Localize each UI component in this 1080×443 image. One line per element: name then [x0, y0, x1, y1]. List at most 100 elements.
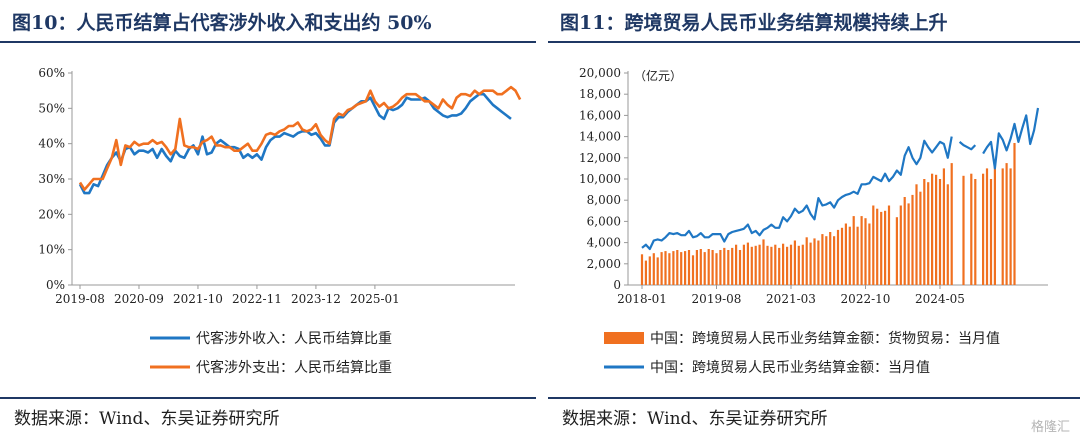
left-chart-title: 图10：人民币结算占代客涉外收入和支出约 50%: [12, 12, 432, 34]
goods-trade-bar: [774, 244, 777, 285]
goods-trade-bar: [993, 163, 996, 285]
goods-trade-bar: [852, 216, 855, 285]
right-x-tick-label: 2021-03: [766, 292, 816, 306]
goods-trade-bar: [707, 249, 710, 285]
goods-trade-bar: [836, 229, 840, 285]
left-y-tick-label: 50%: [38, 101, 65, 115]
left-line-chart: 0% 10% 20% 30% 40% 50% 60% 2019-08 2020-09 2021-1…: [38, 66, 522, 376]
goods-trade-bar: [868, 223, 871, 285]
goods-trade-bar: [927, 182, 930, 285]
left-y-tick-label: 60%: [38, 66, 65, 80]
goods-trade-bar: [942, 168, 945, 285]
right-y-tick-label: 10,000: [579, 172, 621, 186]
left-y-tick-label: 30%: [38, 172, 65, 186]
goods-trade-bar: [872, 205, 875, 285]
goods-trade-bar: [887, 205, 891, 285]
goods-trade-bar: [938, 179, 942, 285]
left-top-rule: [0, 41, 536, 43]
right-data-source: 数据来源：Wind、东吴证券研究所: [562, 409, 828, 429]
left-y-tick-label: 20%: [38, 207, 65, 221]
goods-trade-bar: [907, 203, 910, 285]
right-y-tick-label: 12,000: [579, 151, 621, 165]
goods-trade-bar: [731, 247, 734, 285]
goods-trade-bar: [829, 232, 832, 285]
goods-trade-bar: [950, 163, 953, 285]
goods-trade-bar: [825, 236, 828, 285]
right-y-tick-label: 8,000: [587, 193, 621, 207]
goods-trade-bar: [738, 250, 742, 285]
goods-trade-bar: [758, 244, 761, 285]
goods-trade-bar: [672, 251, 675, 285]
left-x-tick-label: 2021-10: [173, 292, 223, 306]
goods-trade-bar: [770, 246, 773, 285]
right-y-tick-label: 4,000: [587, 236, 621, 250]
goods-trade-bar: [766, 245, 769, 285]
goods-trade-bar: [695, 250, 698, 285]
goods-trade-bar: [935, 174, 938, 285]
goods-trade-bar: [809, 242, 812, 285]
goods-trade-bar: [844, 223, 847, 285]
goods-trade-bar: [899, 205, 902, 285]
right-bar-line-chart: （亿元） 0 2,000 4,000 6,000 8,000 10,000 12,000 14,…: [579, 66, 1048, 376]
right-chart-title: 图11：跨境贸易人民币业务结算规模持续上升: [560, 12, 948, 34]
goods-trade-bar: [680, 252, 683, 285]
goods-trade-bar: [1005, 163, 1008, 285]
right-y-tick-label: 6,000: [587, 214, 621, 228]
goods-trade-bar: [903, 197, 906, 285]
right-bottom-rule: [548, 397, 1080, 399]
goods-trade-bar: [735, 244, 738, 285]
goods-trade-bar: [876, 208, 879, 285]
goods-trade-bar: [801, 244, 804, 285]
left-y-tick-label: 10%: [38, 243, 65, 257]
goods-trade-bar: [946, 184, 949, 285]
left-data-source: 数据来源：Wind、东吴证券研究所: [14, 409, 280, 429]
legend-label: 中国：跨境贸易人民币业务结算金额：当月值: [650, 360, 930, 376]
goods-trade-bar: [793, 240, 796, 285]
goods-trade-bar: [727, 250, 730, 285]
goods-trade-bar: [1009, 168, 1012, 285]
goods-trade-bar: [719, 250, 722, 285]
goods-trade-bar: [656, 257, 659, 285]
goods-trade-bar: [989, 179, 993, 285]
goods-trade-bar: [931, 173, 934, 285]
goods-trade-bar: [985, 168, 989, 285]
right-top-rule: [548, 41, 1080, 43]
left-y-tick-label: 40%: [38, 137, 65, 151]
right-x-tick-label: 2019-08: [692, 292, 742, 306]
goods-trade-bar: [664, 251, 667, 285]
goods-trade-bar: [668, 253, 671, 285]
goods-trade-bar: [813, 238, 816, 285]
right-x-tick-label: 2022-10: [841, 292, 891, 306]
goods-trade-bar: [786, 246, 789, 285]
left-x-tick-label: 2023-12: [291, 292, 341, 306]
goods-trade-bar: [742, 244, 745, 285]
goods-trade-bar: [711, 250, 714, 285]
goods-trade-bar: [895, 217, 898, 285]
legend-label: 代客涉外支出：人民币结算比重: [196, 359, 392, 376]
left-x-tick-label: 2025-01: [350, 292, 400, 306]
total-settlement-line: [641, 107, 1040, 251]
left-y-tick-label: 0%: [46, 278, 65, 292]
right-y-tick-label: 2,000: [587, 257, 621, 271]
goods-trade-bar: [644, 260, 647, 285]
goods-trade-bar: [962, 175, 965, 285]
income-series-line: [78, 92, 512, 195]
right-x-tick-label: 2024-05: [915, 292, 965, 306]
goods-trade-bar: [974, 179, 977, 285]
legend-label: 中国：跨境贸易人民币业务结算金额：货物贸易：当月值: [650, 330, 1000, 347]
left-panel: 图10：人民币结算占代客涉外收入和支出约 50% 0% 10% 20% 30% 40% 5…: [0, 0, 536, 443]
goods-trade-bar: [840, 227, 844, 285]
goods-trade-bar: [821, 234, 824, 285]
goods-trade-bar: [833, 236, 836, 285]
goods-trade-bar: [782, 243, 785, 285]
goods-trade-bar: [723, 247, 726, 285]
goods-trade-bar: [805, 237, 808, 285]
goods-trade-bar: [923, 179, 926, 285]
goods-trade-bar: [1013, 143, 1016, 285]
expense-series-line: [78, 85, 522, 191]
goods-trade-bar: [982, 173, 985, 285]
goods-trade-bar: [676, 250, 679, 285]
goods-trade-bar: [864, 218, 867, 285]
goods-trade-bar: [703, 252, 706, 285]
right-y-tick-label: 0: [613, 278, 621, 292]
